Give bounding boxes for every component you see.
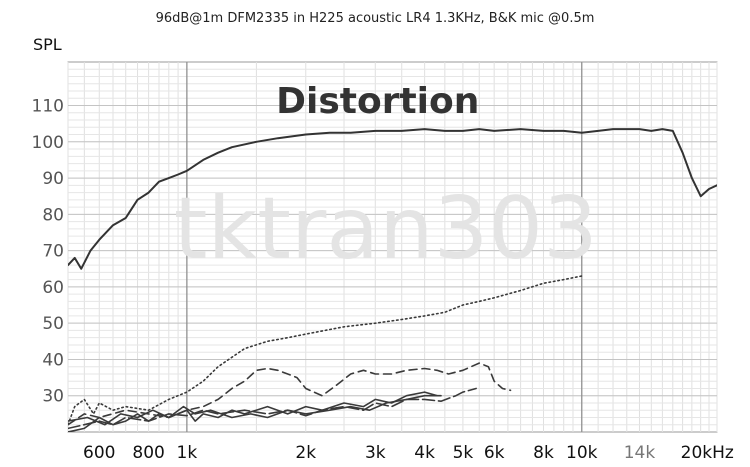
x-tick-label: 6k bbox=[484, 443, 505, 463]
x-tick-label: 3k bbox=[365, 443, 386, 463]
chart-annotation: Distortion bbox=[276, 81, 479, 122]
y-tick-label: 80 bbox=[42, 205, 64, 225]
y-tick-label: 70 bbox=[42, 242, 64, 262]
plot-frame bbox=[67, 61, 718, 433]
x-tick-label: 600 bbox=[83, 443, 115, 463]
series-distortion-line-1 bbox=[68, 275, 583, 426]
chart-title: 96dB@1m DFM2335 in H225 acoustic LR4 1.3… bbox=[156, 11, 595, 26]
x-tick-label: 20kHz bbox=[681, 443, 734, 463]
y-tick-label: 100 bbox=[32, 133, 64, 153]
watermark-text: tktran303 bbox=[174, 179, 598, 279]
y-tick-label: 110 bbox=[32, 97, 64, 117]
x-tick-label: 14k bbox=[624, 443, 656, 463]
x-tick-label: 10k bbox=[566, 443, 598, 463]
y-tick-label: 90 bbox=[42, 169, 64, 189]
x-tick-label: 4k bbox=[414, 443, 435, 463]
y-axis-label: SPL bbox=[33, 35, 62, 54]
x-tick-label: 2k bbox=[295, 443, 316, 463]
series-distortion-line-4 bbox=[68, 391, 438, 432]
x-tick-label: 800 bbox=[132, 443, 164, 463]
x-tick-label: 5k bbox=[453, 443, 474, 463]
y-tick-label: 30 bbox=[42, 387, 64, 407]
series-distortion-line-5 bbox=[68, 394, 442, 426]
y-tick-label: 50 bbox=[42, 314, 64, 334]
x-tick-label: 8k bbox=[533, 443, 554, 463]
x-tick-label: 1k bbox=[177, 443, 198, 463]
plot-area: tktran303 Distortion 110 100 90 80 70 60 50 40 30 6… bbox=[32, 61, 734, 463]
series-fundamental-line bbox=[68, 128, 717, 270]
y-tick-label: 40 bbox=[42, 350, 64, 370]
y-tick-label: 60 bbox=[42, 278, 64, 298]
